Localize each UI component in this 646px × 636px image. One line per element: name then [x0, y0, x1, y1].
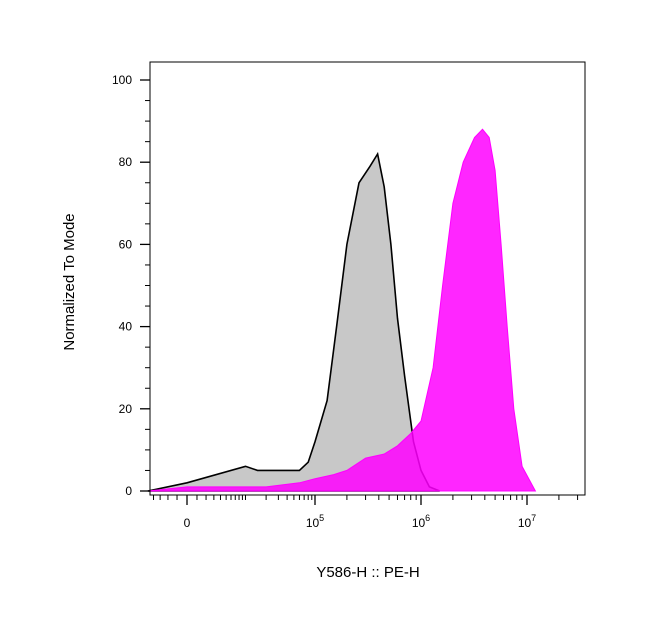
x-tick-label: 0	[184, 516, 191, 530]
x-tick-label: 105	[306, 513, 324, 530]
y-tick-label: 20	[119, 402, 133, 416]
plot-frame	[149, 61, 586, 496]
histogram-series-1	[147, 151, 440, 492]
y-tick-label: 40	[119, 320, 133, 334]
x-axis: 0 105 106 107	[153, 495, 579, 530]
y-tick-label: 60	[119, 237, 133, 251]
y-tick-label: 0	[125, 484, 132, 498]
histogram-series-2	[147, 128, 537, 492]
plot-area	[147, 128, 537, 492]
x-tick-label: 106	[412, 513, 430, 530]
y-axis-title: Normalized To Mode	[61, 213, 78, 350]
x-axis-title: Y586-H :: PE-H	[316, 564, 419, 581]
y-tick-label: 80	[119, 155, 133, 169]
y-axis: 0 20 40 60 80 100	[112, 73, 150, 498]
x-tick-label: 107	[518, 513, 536, 530]
y-tick-label: 100	[112, 73, 132, 87]
